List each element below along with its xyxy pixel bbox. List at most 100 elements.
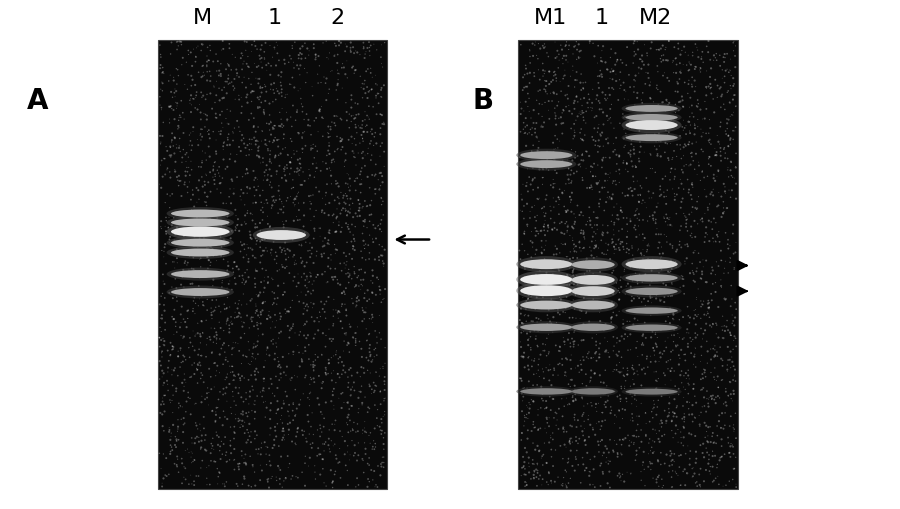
Point — [680, 343, 695, 351]
Point — [553, 249, 567, 258]
Point — [562, 176, 576, 184]
Point — [210, 336, 224, 344]
Point — [561, 172, 575, 180]
Point — [179, 59, 194, 67]
Point — [536, 209, 551, 217]
Point — [246, 350, 260, 358]
Point — [542, 389, 556, 398]
Point — [624, 120, 638, 128]
Point — [583, 259, 598, 267]
Point — [728, 334, 742, 343]
Point — [706, 391, 720, 400]
Point — [665, 456, 680, 464]
Point — [553, 344, 567, 352]
Point — [604, 218, 618, 226]
Point — [677, 290, 691, 298]
Point — [194, 254, 208, 263]
Point — [263, 111, 277, 120]
Point — [182, 289, 196, 297]
Point — [251, 76, 266, 84]
Point — [172, 145, 186, 153]
Point — [625, 324, 639, 332]
Point — [533, 425, 547, 433]
Point — [612, 246, 626, 254]
Point — [243, 228, 257, 236]
Point — [613, 277, 627, 285]
Point — [195, 73, 210, 81]
Point — [645, 437, 660, 445]
Point — [155, 353, 169, 361]
Point — [603, 436, 617, 444]
Point — [614, 56, 628, 65]
Point — [165, 39, 179, 47]
Point — [363, 369, 377, 377]
Point — [162, 103, 176, 111]
Point — [169, 437, 184, 445]
Point — [658, 218, 672, 227]
Point — [242, 64, 256, 72]
Point — [662, 38, 676, 46]
Point — [269, 86, 284, 94]
Point — [696, 218, 710, 226]
Point — [230, 118, 245, 126]
Point — [645, 449, 660, 457]
Point — [302, 198, 317, 206]
Point — [309, 115, 323, 123]
Point — [169, 145, 184, 153]
Point — [162, 289, 176, 297]
Point — [716, 400, 731, 408]
Point — [660, 215, 674, 223]
Point — [303, 253, 318, 262]
Point — [722, 378, 736, 386]
Point — [200, 306, 214, 315]
Point — [376, 412, 391, 420]
Point — [196, 301, 211, 309]
Point — [663, 169, 678, 177]
Point — [306, 375, 320, 383]
Point — [628, 78, 643, 86]
Point — [562, 329, 576, 337]
Point — [346, 232, 360, 240]
Ellipse shape — [622, 104, 681, 115]
Point — [648, 329, 662, 337]
Point — [328, 265, 342, 273]
Point — [613, 472, 627, 480]
Point — [719, 131, 733, 139]
Point — [287, 273, 302, 281]
Point — [561, 223, 575, 231]
Point — [234, 94, 248, 102]
Point — [303, 374, 318, 382]
Point — [580, 100, 595, 108]
Point — [303, 440, 318, 448]
Point — [624, 141, 638, 149]
Point — [369, 235, 383, 243]
Point — [196, 413, 211, 421]
Point — [376, 119, 391, 127]
Point — [266, 202, 280, 210]
Point — [515, 241, 529, 249]
Point — [616, 435, 630, 443]
Point — [557, 203, 572, 211]
Point — [724, 172, 739, 180]
Point — [677, 418, 691, 426]
Point — [693, 67, 707, 75]
Point — [364, 315, 379, 323]
Point — [343, 323, 357, 331]
Point — [284, 114, 298, 122]
Point — [158, 294, 172, 302]
Point — [323, 448, 338, 456]
Point — [284, 377, 298, 385]
Point — [720, 66, 734, 74]
Point — [275, 218, 290, 226]
Point — [551, 277, 565, 285]
Point — [232, 347, 247, 355]
Point — [334, 189, 348, 197]
Point — [598, 154, 613, 162]
Point — [365, 236, 380, 244]
Point — [665, 185, 680, 193]
Point — [186, 273, 201, 281]
Point — [649, 261, 663, 269]
Point — [527, 73, 542, 81]
Point — [562, 436, 577, 444]
Point — [204, 243, 219, 251]
